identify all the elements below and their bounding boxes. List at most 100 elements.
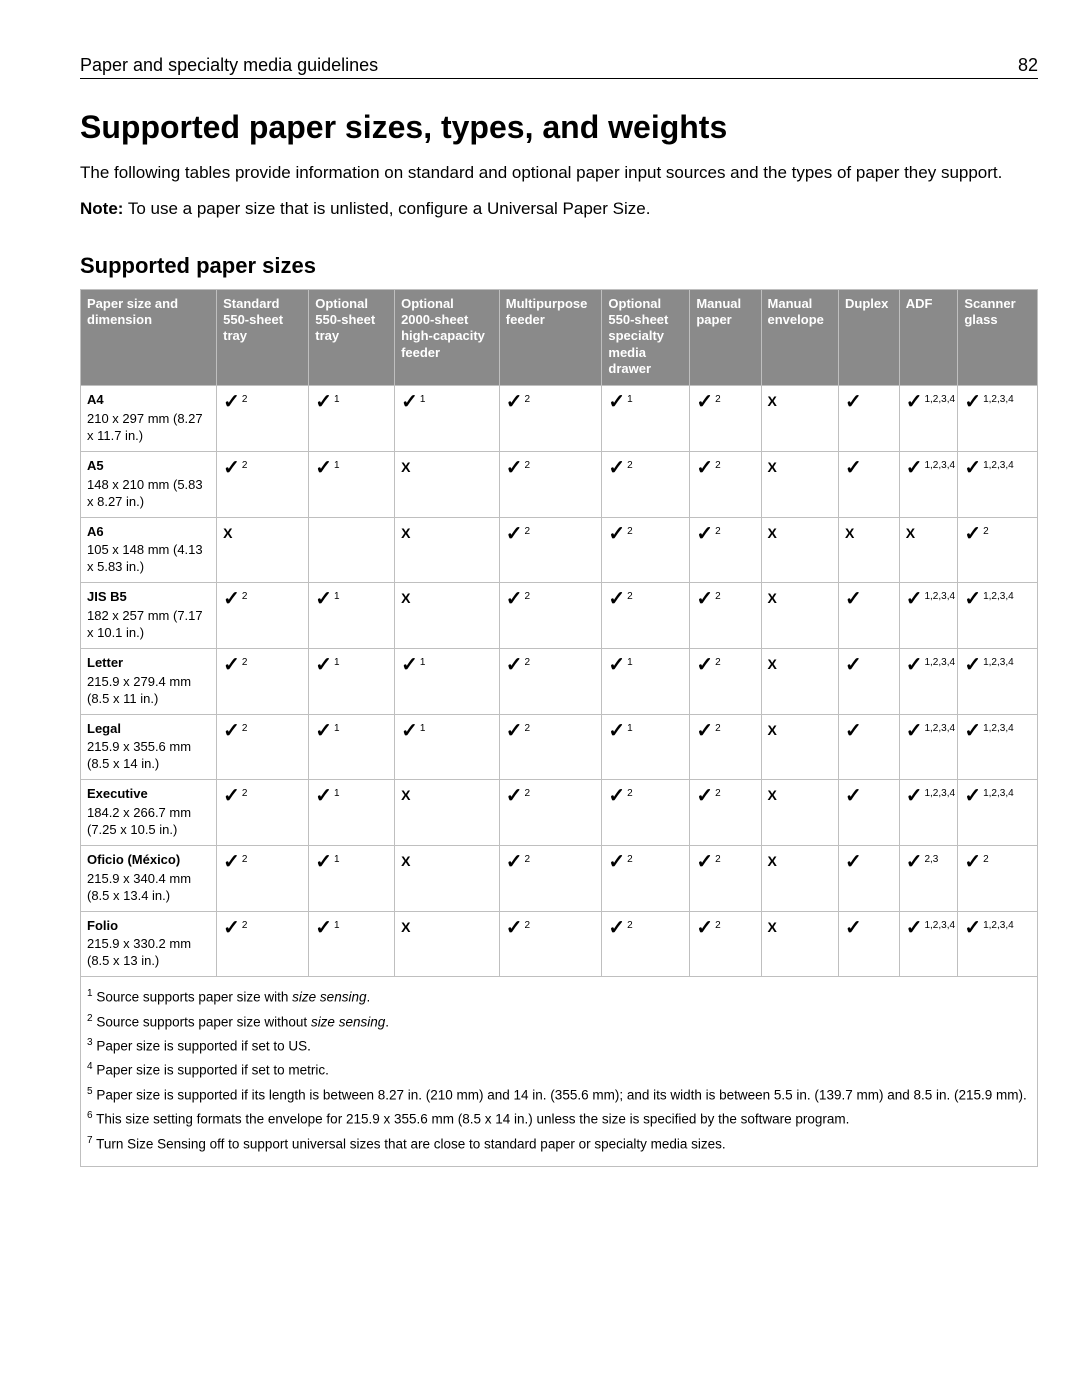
support-cell: ✓ — [838, 451, 899, 517]
support-cell: ✓2 — [499, 517, 602, 583]
footnotes: 1 Source supports paper size with size s… — [80, 977, 1038, 1167]
footnote-num: 2 — [87, 1013, 93, 1024]
cell-content: ✓1 — [608, 721, 685, 741]
check-icon: ✓ — [845, 655, 862, 675]
support-cell: ✓ — [838, 386, 899, 452]
support-cell: X — [395, 583, 500, 649]
support-cell: ✓1 — [309, 386, 395, 452]
table-row: Oficio (México)215.9 x 340.4 mm (8.5 x 1… — [81, 845, 1038, 911]
support-cell: X — [761, 714, 838, 780]
support-cell: ✓1 — [602, 386, 690, 452]
cell-content: ✓2 — [506, 918, 598, 938]
support-cell: ✓2 — [602, 451, 690, 517]
cell-content: X — [768, 524, 834, 544]
cell-content: ✓1 — [315, 392, 390, 412]
size-cell: JIS B5182 x 257 mm (7.17 x 10.1 in.) — [81, 583, 217, 649]
superscript: 1,2,3,4 — [924, 592, 955, 602]
superscript: 2 — [525, 724, 531, 734]
table-row: Folio215.9 x 330.2 mm (8.5 x 13 in.) ✓2 ✓1… — [81, 911, 1038, 977]
support-cell: ✓1,2,3,4 — [958, 583, 1038, 649]
check-icon: ✓ — [696, 392, 713, 412]
support-cell: X — [761, 386, 838, 452]
check-icon: ✓ — [608, 392, 625, 412]
x-icon: X — [768, 721, 777, 741]
footnote: 3 Paper size is supported if set to US. — [87, 1036, 1031, 1056]
support-cell: ✓1,2,3,4 — [899, 386, 958, 452]
support-cell: ✓2 — [690, 451, 761, 517]
header-title: Paper and specialty media guidelines — [80, 55, 378, 76]
cell-content: ✓2 — [506, 392, 598, 412]
size-name: Letter — [87, 655, 212, 672]
check-icon: ✓ — [315, 852, 332, 872]
check-icon: ✓ — [608, 655, 625, 675]
cell-content: ✓2 — [506, 786, 598, 806]
check-icon: ✓ — [315, 655, 332, 675]
note-body: To use a paper size that is unlisted, co… — [123, 199, 650, 218]
superscript: 2 — [242, 395, 248, 405]
check-icon: ✓ — [845, 786, 862, 806]
check-icon: ✓ — [845, 392, 862, 412]
support-cell: ✓1,2,3,4 — [899, 451, 958, 517]
x-icon: X — [768, 852, 777, 872]
superscript: 1 — [334, 789, 340, 799]
x-icon: X — [401, 458, 410, 478]
cell-content: ✓2 — [223, 655, 304, 675]
check-icon: ✓ — [964, 524, 981, 544]
col-header: Multipurpose feeder — [499, 289, 602, 385]
size-dim: 215.9 x 279.4 mm (8.5 x 11 in.) — [87, 674, 212, 708]
superscript: 2 — [525, 395, 531, 405]
check-icon: ✓ — [696, 786, 713, 806]
support-cell: ✓ — [838, 714, 899, 780]
support-cell: ✓1 — [309, 714, 395, 780]
cell-content: X — [768, 458, 834, 478]
support-cell: ✓2 — [602, 583, 690, 649]
cell-content: ✓2 — [223, 721, 304, 741]
cell-content: ✓2 — [223, 852, 304, 872]
cell-content: ✓2 — [608, 458, 685, 478]
support-cell: ✓2 — [690, 845, 761, 911]
support-cell: X — [899, 517, 958, 583]
support-cell: ✓1 — [602, 714, 690, 780]
support-cell: ✓2 — [499, 583, 602, 649]
check-icon: ✓ — [906, 655, 923, 675]
footnote-num: 6 — [87, 1110, 93, 1121]
superscript: 2 — [715, 658, 721, 668]
col-header: Optional 550‑sheet specialty media drawe… — [602, 289, 690, 385]
footnote-num: 3 — [87, 1037, 93, 1048]
superscript: 2 — [715, 592, 721, 602]
superscript: 2 — [242, 724, 248, 734]
support-cell: X — [395, 780, 500, 846]
superscript: 2 — [525, 658, 531, 668]
cell-content: ✓ — [845, 655, 895, 675]
superscript: 2 — [715, 855, 721, 865]
support-cell: X — [395, 517, 500, 583]
size-dim: 215.9 x 330.2 mm (8.5 x 13 in.) — [87, 936, 212, 970]
superscript: 1 — [334, 658, 340, 668]
size-cell: Folio215.9 x 330.2 mm (8.5 x 13 in.) — [81, 911, 217, 977]
cell-content: ✓1 — [315, 918, 390, 938]
cell-content: ✓1,2,3,4 — [964, 458, 1033, 478]
check-icon: ✓ — [315, 721, 332, 741]
support-cell: ✓1,2,3,4 — [899, 780, 958, 846]
superscript: 1,2,3,4 — [983, 395, 1014, 405]
size-cell: A5148 x 210 mm (5.83 x 8.27 in.) — [81, 451, 217, 517]
cell-content: X — [401, 918, 495, 938]
cell-content: ✓2 — [696, 458, 756, 478]
cell-content: ✓2 — [964, 524, 1033, 544]
cell-content: X — [401, 524, 495, 544]
size-dim: 215.9 x 340.4 mm (8.5 x 13.4 in.) — [87, 871, 212, 905]
support-cell: ✓2 — [499, 911, 602, 977]
cell-content: ✓1 — [401, 392, 495, 412]
check-icon: ✓ — [223, 589, 240, 609]
cell-content: X — [768, 721, 834, 741]
size-name: Legal — [87, 721, 212, 738]
x-icon: X — [401, 589, 410, 609]
check-icon: ✓ — [608, 589, 625, 609]
check-icon: ✓ — [506, 524, 523, 544]
table-row: A5148 x 210 mm (5.83 x 8.27 in.)✓2✓1X✓2✓… — [81, 451, 1038, 517]
superscript: 1 — [420, 724, 426, 734]
cell-content: ✓2 — [696, 721, 756, 741]
check-icon: ✓ — [223, 392, 240, 412]
support-cell: ✓1,2,3,4 — [958, 386, 1038, 452]
check-icon: ✓ — [608, 721, 625, 741]
